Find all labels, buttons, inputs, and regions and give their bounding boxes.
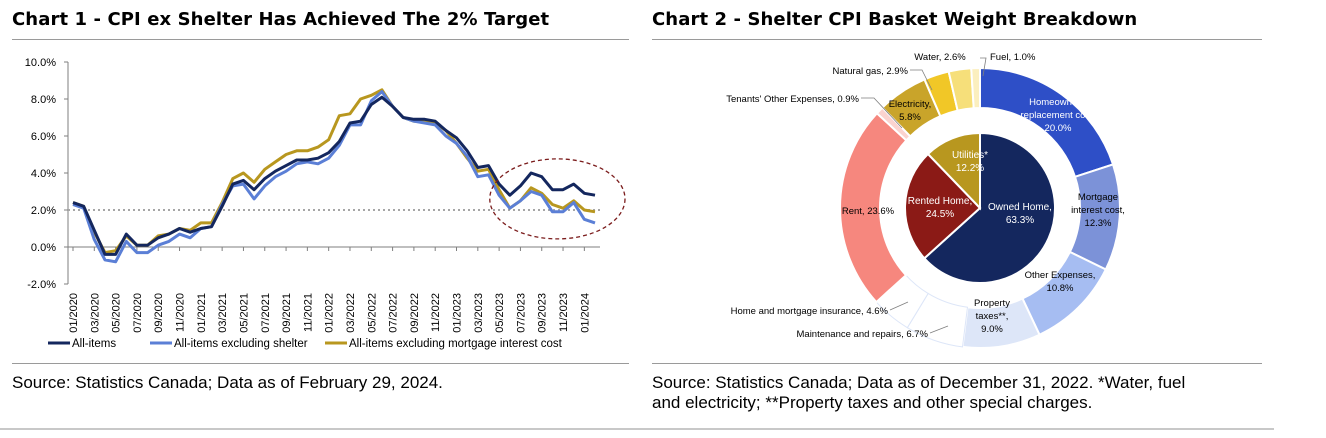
chart2-outer-ring (839, 66, 1121, 349)
chart1-x-tick-label: 11/2021 (302, 293, 314, 332)
chart1-x-tick-label: 07/2023 (515, 293, 527, 333)
chart2-outer-label: Tenants' Other Expenses, 0.9% (726, 94, 859, 105)
chart2-donut-chart: Owned Home, 63.3% Rented Home, 24.5% Utiliti… (726, 52, 1125, 349)
chart1-x-tick-label: 07/2021 (260, 293, 272, 333)
chart2-outer-label: 20.0% (1045, 123, 1072, 134)
chart1-x-tick-label: 03/2023 (473, 293, 485, 333)
chart1-y-tick-label: 4.0% (31, 168, 56, 180)
chart2-outer-label: Other Expenses, (1025, 270, 1096, 281)
chart2-source-rule (652, 363, 1262, 364)
chart2-inner-label-value: 24.5% (926, 209, 954, 220)
chart1-x-tick-label: 11/2022 (430, 293, 442, 332)
chart1-x-tick-label: 05/2020 (111, 293, 123, 333)
chart1-line-chart: 10.0% 8.0% 6.0% 4.0% 2.0% 0.0% -2.0% 01/2020 03/… (25, 57, 626, 350)
chart1-series-line (72, 88, 596, 255)
chart1-x-tick-label: 01/2021 (196, 293, 208, 333)
chart1-x-tick-label: 01/2023 (452, 293, 464, 333)
chart1-x-tick-label: 11/2023 (558, 293, 570, 332)
chart1-axes: 10.0% 8.0% 6.0% 4.0% 2.0% 0.0% -2.0% 01/2020 03/… (25, 57, 600, 333)
chart2-inner-slice (904, 152, 982, 260)
chart1-y-tick-label: 6.0% (31, 131, 56, 143)
chart1-highlight-ellipse (489, 158, 626, 240)
chart2-outer-label: Maintenance and repairs, 6.7% (797, 329, 929, 340)
chart2-leader-line (910, 69, 933, 91)
chart1-x-tick-label: 03/2022 (345, 293, 357, 333)
chart1-x-tick-label: 09/2020 (153, 293, 165, 333)
chart1-y-tick-label: 10.0% (25, 57, 56, 69)
chart1-x-tick-label: 01/2022 (324, 293, 336, 333)
chart1-title-rule (12, 39, 629, 40)
chart2-outer-label: Electricity, (889, 99, 932, 110)
chart1-legend-label: All-items excluding mortgage interest co… (349, 338, 563, 350)
chart1-x-tick-label: 03/2020 (89, 293, 101, 333)
chart1-x-tick-label: 05/2022 (366, 293, 378, 333)
chart1-x-tick-label: 01/2020 (68, 293, 80, 333)
chart1-legend: All-items All-items excluding shelter All-… (48, 338, 563, 350)
chart2-outer-slice (970, 66, 981, 110)
chart2-leader-line (929, 325, 949, 334)
chart2-inner-slice (926, 131, 981, 211)
chart2-title-rule (652, 39, 1262, 40)
chart2-outer-label: Mortgage (1078, 192, 1118, 203)
chart1-y-tick-label: 0.0% (31, 242, 56, 254)
chart1-y-tick-label: -2.0% (27, 279, 56, 291)
chart2-outer-label: 5.8% (899, 112, 921, 123)
chart1-title: Chart 1 - CPI ex Shelter Has Achieved Th… (12, 9, 550, 30)
chart1-x-tick-label: 09/2022 (409, 293, 421, 333)
chart1-x-tick-label: 03/2021 (217, 293, 229, 333)
chart1-legend-label: All-items excluding shelter (174, 338, 308, 350)
chart1-x-tick-label: 11/2020 (175, 293, 187, 332)
chart1-x-tick-label: 07/2020 (132, 293, 144, 333)
chart1-x-tick-label: 09/2023 (537, 293, 549, 333)
chart2-outer-label: Fuel, 1.0% (990, 52, 1036, 63)
chart1-source-rule (12, 363, 629, 364)
chart2-inner-slice (922, 131, 1056, 284)
chart2-inner-label: Owned Home, (988, 202, 1052, 213)
chart2-outer-label: 9.0% (981, 324, 1003, 335)
chart1-x-tick-label: 05/2021 (238, 293, 250, 333)
chart2-outer-label: taxes**, (976, 311, 1009, 322)
chart1-y-tick-label: 8.0% (31, 94, 56, 106)
chart2-leader-line (889, 301, 909, 311)
chart1-series-line (72, 90, 596, 264)
chart2-source-line1: Source: Statistics Canada; Data as of De… (652, 373, 1186, 392)
chart2-title: Chart 2 - Shelter CPI Basket Weight Brea… (652, 9, 1138, 30)
chart1-legend-label: All-items (72, 338, 116, 350)
chart2-leader-line (861, 97, 903, 129)
chart1-series-group (72, 88, 626, 264)
chart2-outer-label: replacement cost, (1021, 110, 1096, 121)
chart2-outer-label: Water, 2.6% (914, 52, 966, 63)
chart2-outer-label: Natural gas, 2.9% (832, 66, 908, 77)
chart2-outer-label: Property (974, 298, 1010, 309)
chart2-labels: Owned Home, 63.3% Rented Home, 24.5% Utiliti… (726, 52, 1125, 340)
chart1-source: Source: Statistics Canada; Data as of Fe… (12, 373, 443, 392)
chart2-inner-label-value: 63.3% (1006, 215, 1034, 226)
chart2-inner-label-value: 12.2% (956, 163, 984, 174)
chart2-outer-label: 12.3% (1085, 218, 1112, 229)
chart2-inner-label: Utilities* (952, 150, 988, 161)
chart2-outer-label: interest cost, (1071, 205, 1125, 216)
chart1-series-line (72, 95, 596, 256)
chart1-x-tick-label: 09/2021 (281, 293, 293, 333)
chart2-outer-label: Home and mortgage insurance, 4.6% (731, 306, 889, 317)
chart2-outer-slice (1068, 163, 1121, 271)
chart2-outer-label: Homeowners' (1029, 97, 1087, 108)
page-bottom-rule (0, 428, 1274, 430)
chart1-x-tick-label: 01/2024 (579, 293, 591, 333)
chart2-outer-label: Rent, 23.6% (842, 206, 895, 217)
chart1-x-tick-label: 05/2023 (494, 293, 506, 333)
chart1-x-tick-label: 07/2022 (388, 293, 400, 333)
chart2-inner-ring (904, 131, 1056, 284)
chart2-leader-line (980, 57, 987, 77)
chart1-y-tick-label: 2.0% (31, 205, 56, 217)
chart2-source-line2: and electricity; **Property taxes and ot… (652, 393, 1093, 412)
chart2-inner-label: Rented Home, (908, 196, 972, 207)
chart2-outer-label: 10.8% (1047, 283, 1074, 294)
